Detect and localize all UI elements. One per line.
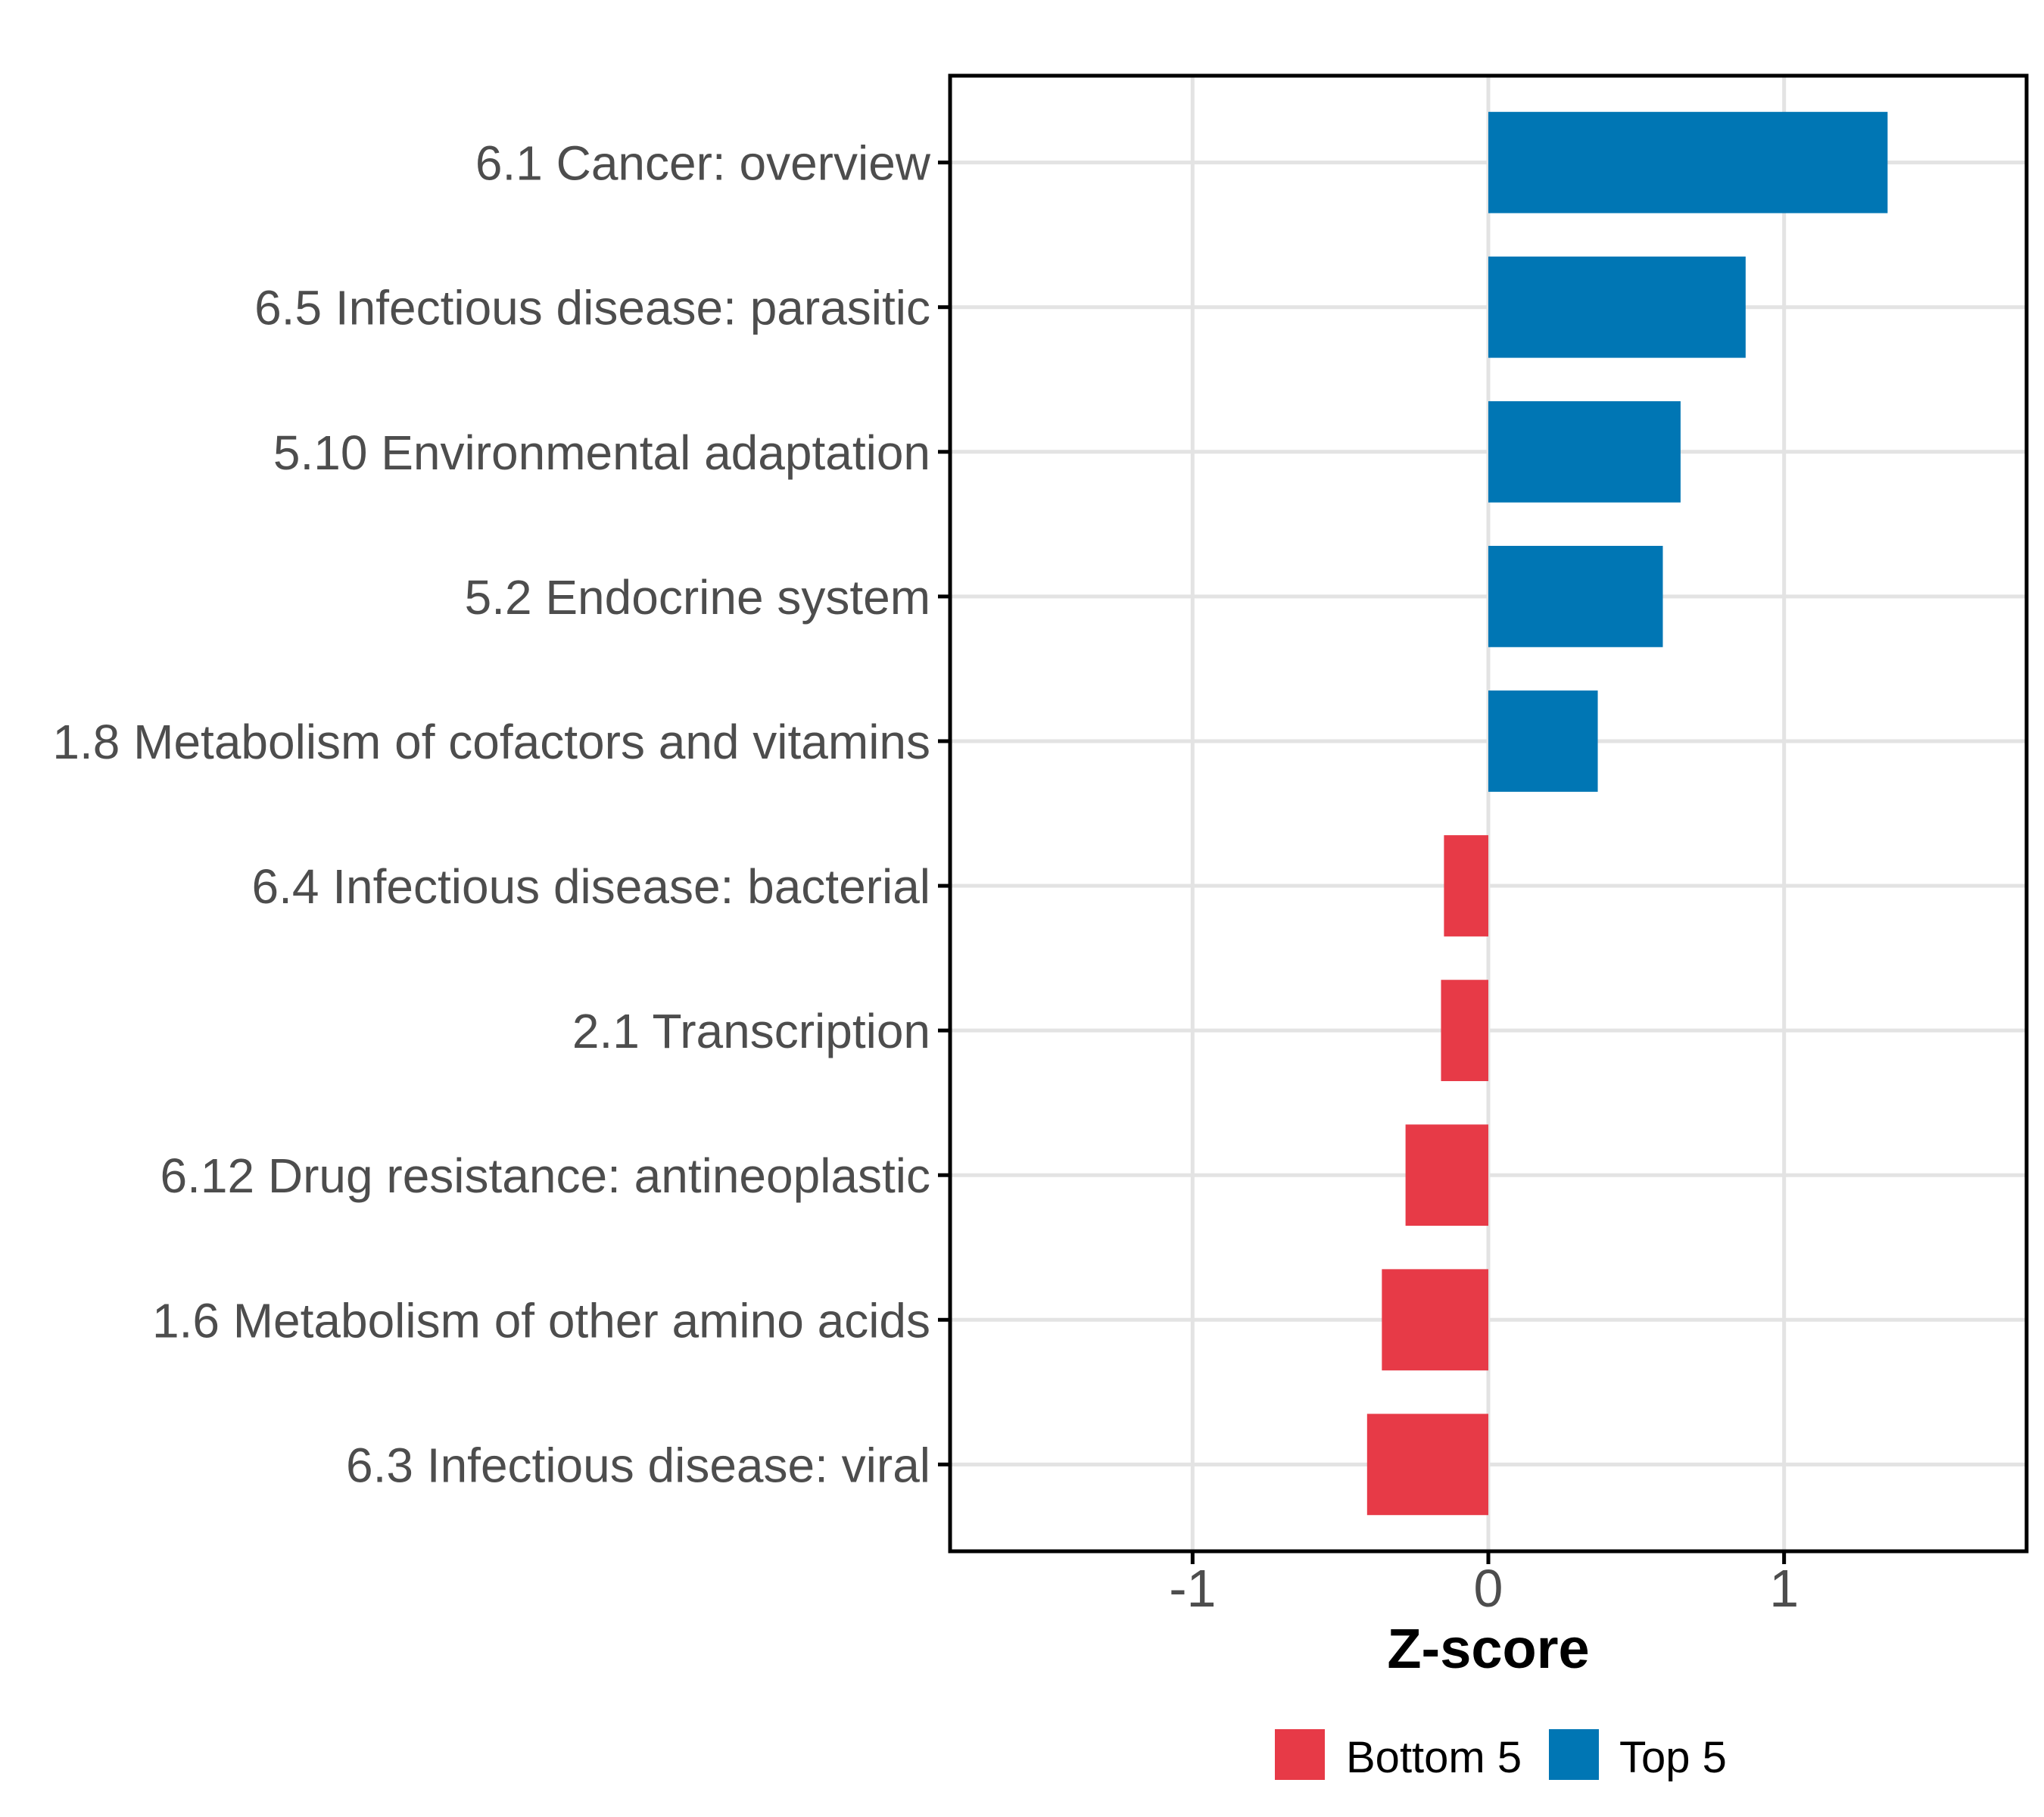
bar bbox=[1488, 400, 1681, 503]
category-labels: 6.1 Cancer: overview 6.5 Infectious disea… bbox=[52, 136, 930, 1493]
legend-label-bottom-5: Bottom 5 bbox=[1346, 1733, 1522, 1782]
category-label: 5.10 Environmental adaptation bbox=[273, 425, 930, 480]
category-label: 6.5 Infectious disease: parasitic bbox=[254, 281, 930, 335]
category-label: 5.2 Endocrine system bbox=[465, 570, 930, 625]
bar bbox=[1382, 1269, 1488, 1371]
bar bbox=[1488, 111, 1888, 213]
x-tick-label: 1 bbox=[1769, 1559, 1799, 1618]
legend-label-top-5: Top 5 bbox=[1619, 1733, 1727, 1782]
category-label: 1.8 Metabolism of cofactors and vitamins bbox=[52, 715, 930, 769]
category-label: 6.4 Infectious disease: bacterial bbox=[251, 859, 930, 914]
x-tick-label: -1 bbox=[1169, 1559, 1216, 1618]
legend-key-top-5 bbox=[1549, 1729, 1599, 1780]
category-label: 2.1 Transcription bbox=[572, 1004, 930, 1058]
category-label: 6.3 Infectious disease: viral bbox=[346, 1438, 930, 1492]
panel-border bbox=[948, 73, 2029, 1554]
bar bbox=[1488, 690, 1598, 792]
legend-key-bottom-5 bbox=[1275, 1729, 1325, 1780]
legend: Bottom 5 Top 5 bbox=[1275, 1729, 1727, 1782]
bars bbox=[1366, 111, 1888, 1516]
bar bbox=[1488, 546, 1663, 647]
bar bbox=[1488, 256, 1746, 358]
x-tick-label: 0 bbox=[1474, 1559, 1503, 1618]
category-label: 6.1 Cancer: overview bbox=[475, 136, 931, 191]
x-axis-ticks: -1 0 1 bbox=[1169, 1553, 1799, 1618]
bar bbox=[1441, 980, 1488, 1081]
x-axis-title: Z-score bbox=[1387, 1617, 1589, 1680]
y-axis-ticks bbox=[938, 161, 949, 1466]
category-label: 1.6 Metabolism of other amino acids bbox=[152, 1293, 930, 1348]
category-label: 6.12 Drug resistance: antineoplastic bbox=[160, 1148, 930, 1203]
bar bbox=[1444, 835, 1488, 937]
bar bbox=[1366, 1413, 1488, 1516]
bar bbox=[1405, 1124, 1488, 1226]
